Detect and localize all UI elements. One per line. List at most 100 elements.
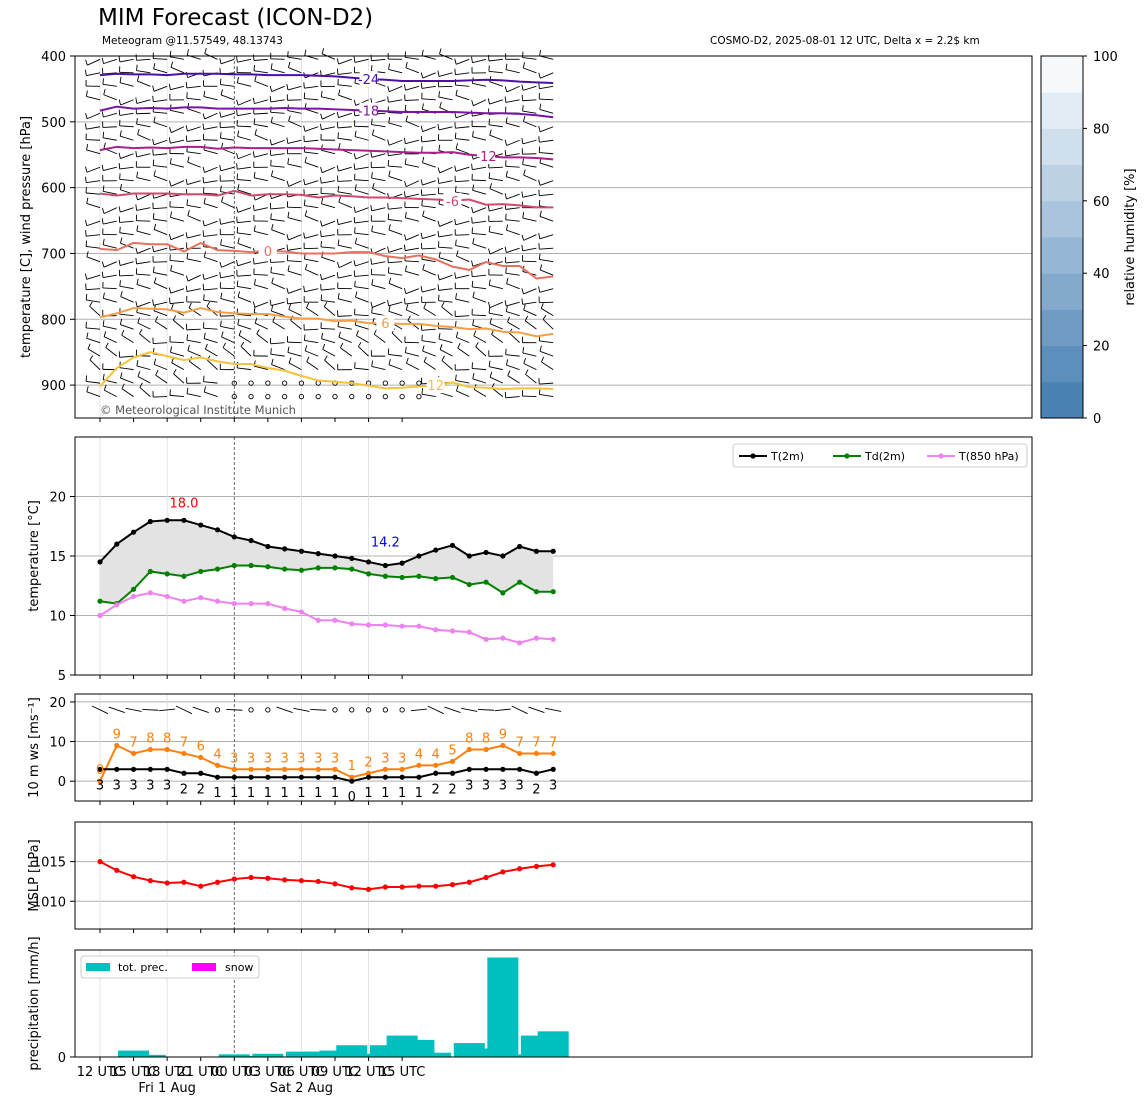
wind-barb-flag [153,277,157,284]
series-point [483,636,489,642]
series-point [399,774,405,780]
page-title: MIM Forecast (ICON-D2) [98,5,374,31]
wind-barb [153,139,168,146]
wind-barb-flag [254,317,258,324]
wind-barb [304,139,319,143]
wind-barb-flag [306,302,310,309]
wind-barb-flag [373,329,377,335]
wind-barb-flag [120,291,123,297]
series-point [198,595,204,601]
wind-barb-flag [303,178,306,185]
y-axis-label: temperature [°C] [27,500,42,612]
series-point [466,766,472,772]
wind-barb [473,389,487,397]
wind-barb [103,112,117,118]
wind-barb [85,139,101,141]
series-line [99,744,554,782]
wind-barb [253,70,268,74]
series-point [550,548,556,554]
wind-barb [120,324,134,330]
wind-barb-flag [203,294,205,301]
wind-barb-flag [270,305,274,312]
wind-barb [539,126,554,133]
wind-speed-label: 1 [264,786,272,801]
wind-barb-flag [437,230,440,237]
series-point [298,609,305,615]
wind-barb-flag [89,355,94,361]
wind-barb [153,85,168,92]
wind-barb [108,706,125,714]
wind-barb [169,301,184,305]
legend-label: snow [225,961,253,974]
series-point [248,766,254,772]
wind-barb [103,336,117,344]
wind-barb [253,123,268,128]
wind-barb-flag [188,302,192,308]
wind-barb-flag [505,170,508,177]
series-point [265,543,271,550]
wind-barb-flag [153,116,156,123]
precip-bar [218,1054,250,1057]
wind-barb [136,230,151,236]
wind-barb [523,174,537,182]
wind-barb [388,139,403,146]
wind-barb-flag [489,371,493,378]
wind-barb-flag [456,385,459,392]
wind-barb-flag [202,113,206,120]
wind-barb [472,58,487,64]
series-point [97,598,103,604]
series-point [550,636,556,642]
gust-label: 3 [264,751,272,766]
wind-barb [506,364,520,371]
series-point [550,750,556,757]
gust-label: 3 [331,751,339,766]
series-point [365,886,372,892]
wind-barb-flag [237,237,240,244]
wind-barb [256,333,269,343]
series-point [164,517,170,523]
series-point [382,774,388,780]
wind-barb-flag [153,63,156,70]
series-point [114,742,120,749]
wind-speed-label: 1 [213,786,221,801]
wind-barb-flag [504,149,507,156]
precip-bar [487,957,519,1057]
wind-barb-flag [488,360,491,367]
wind-barb [422,126,436,132]
wind-barb [421,139,436,143]
wind-barb-flag [387,86,390,92]
series-point [147,568,153,575]
calm-wind-marker [248,393,254,400]
wind-barb-flag [336,165,339,172]
wind-barb [522,110,537,114]
wind-barb [254,301,269,308]
wind-barb-flag [539,103,542,110]
wind-barb-flag [457,342,461,349]
y-tick-label: 10 [49,736,66,751]
wind-barb-flag [237,291,241,298]
wind-speed-label: 1 [280,786,288,801]
gust-label: 4 [432,747,440,762]
wind-barb [103,166,117,172]
colorbar-band [1041,56,1083,93]
series-point [130,593,137,600]
calm-wind-marker [214,707,221,713]
wind-barb-flag [421,103,424,110]
wind-barb-flag [286,84,289,90]
wind-barb [103,244,117,249]
colorbar-tick-label: 20 [1093,340,1110,355]
wind-barb-flag [102,78,104,85]
wind-barb [505,165,520,168]
wind-barb-flag [136,171,139,178]
series-point [382,573,388,579]
wind-barb [421,205,436,209]
wind-barb-flag [135,301,138,308]
y-axis-label: temperature [C], wind pressure [hPa] [19,116,34,358]
series-point [147,878,153,884]
wind-barb [120,207,134,213]
colorbar-band [1041,200,1083,238]
wind-barb [354,367,369,371]
legend-label: T(2m) [770,450,804,463]
wind-barb-flag [403,287,407,294]
